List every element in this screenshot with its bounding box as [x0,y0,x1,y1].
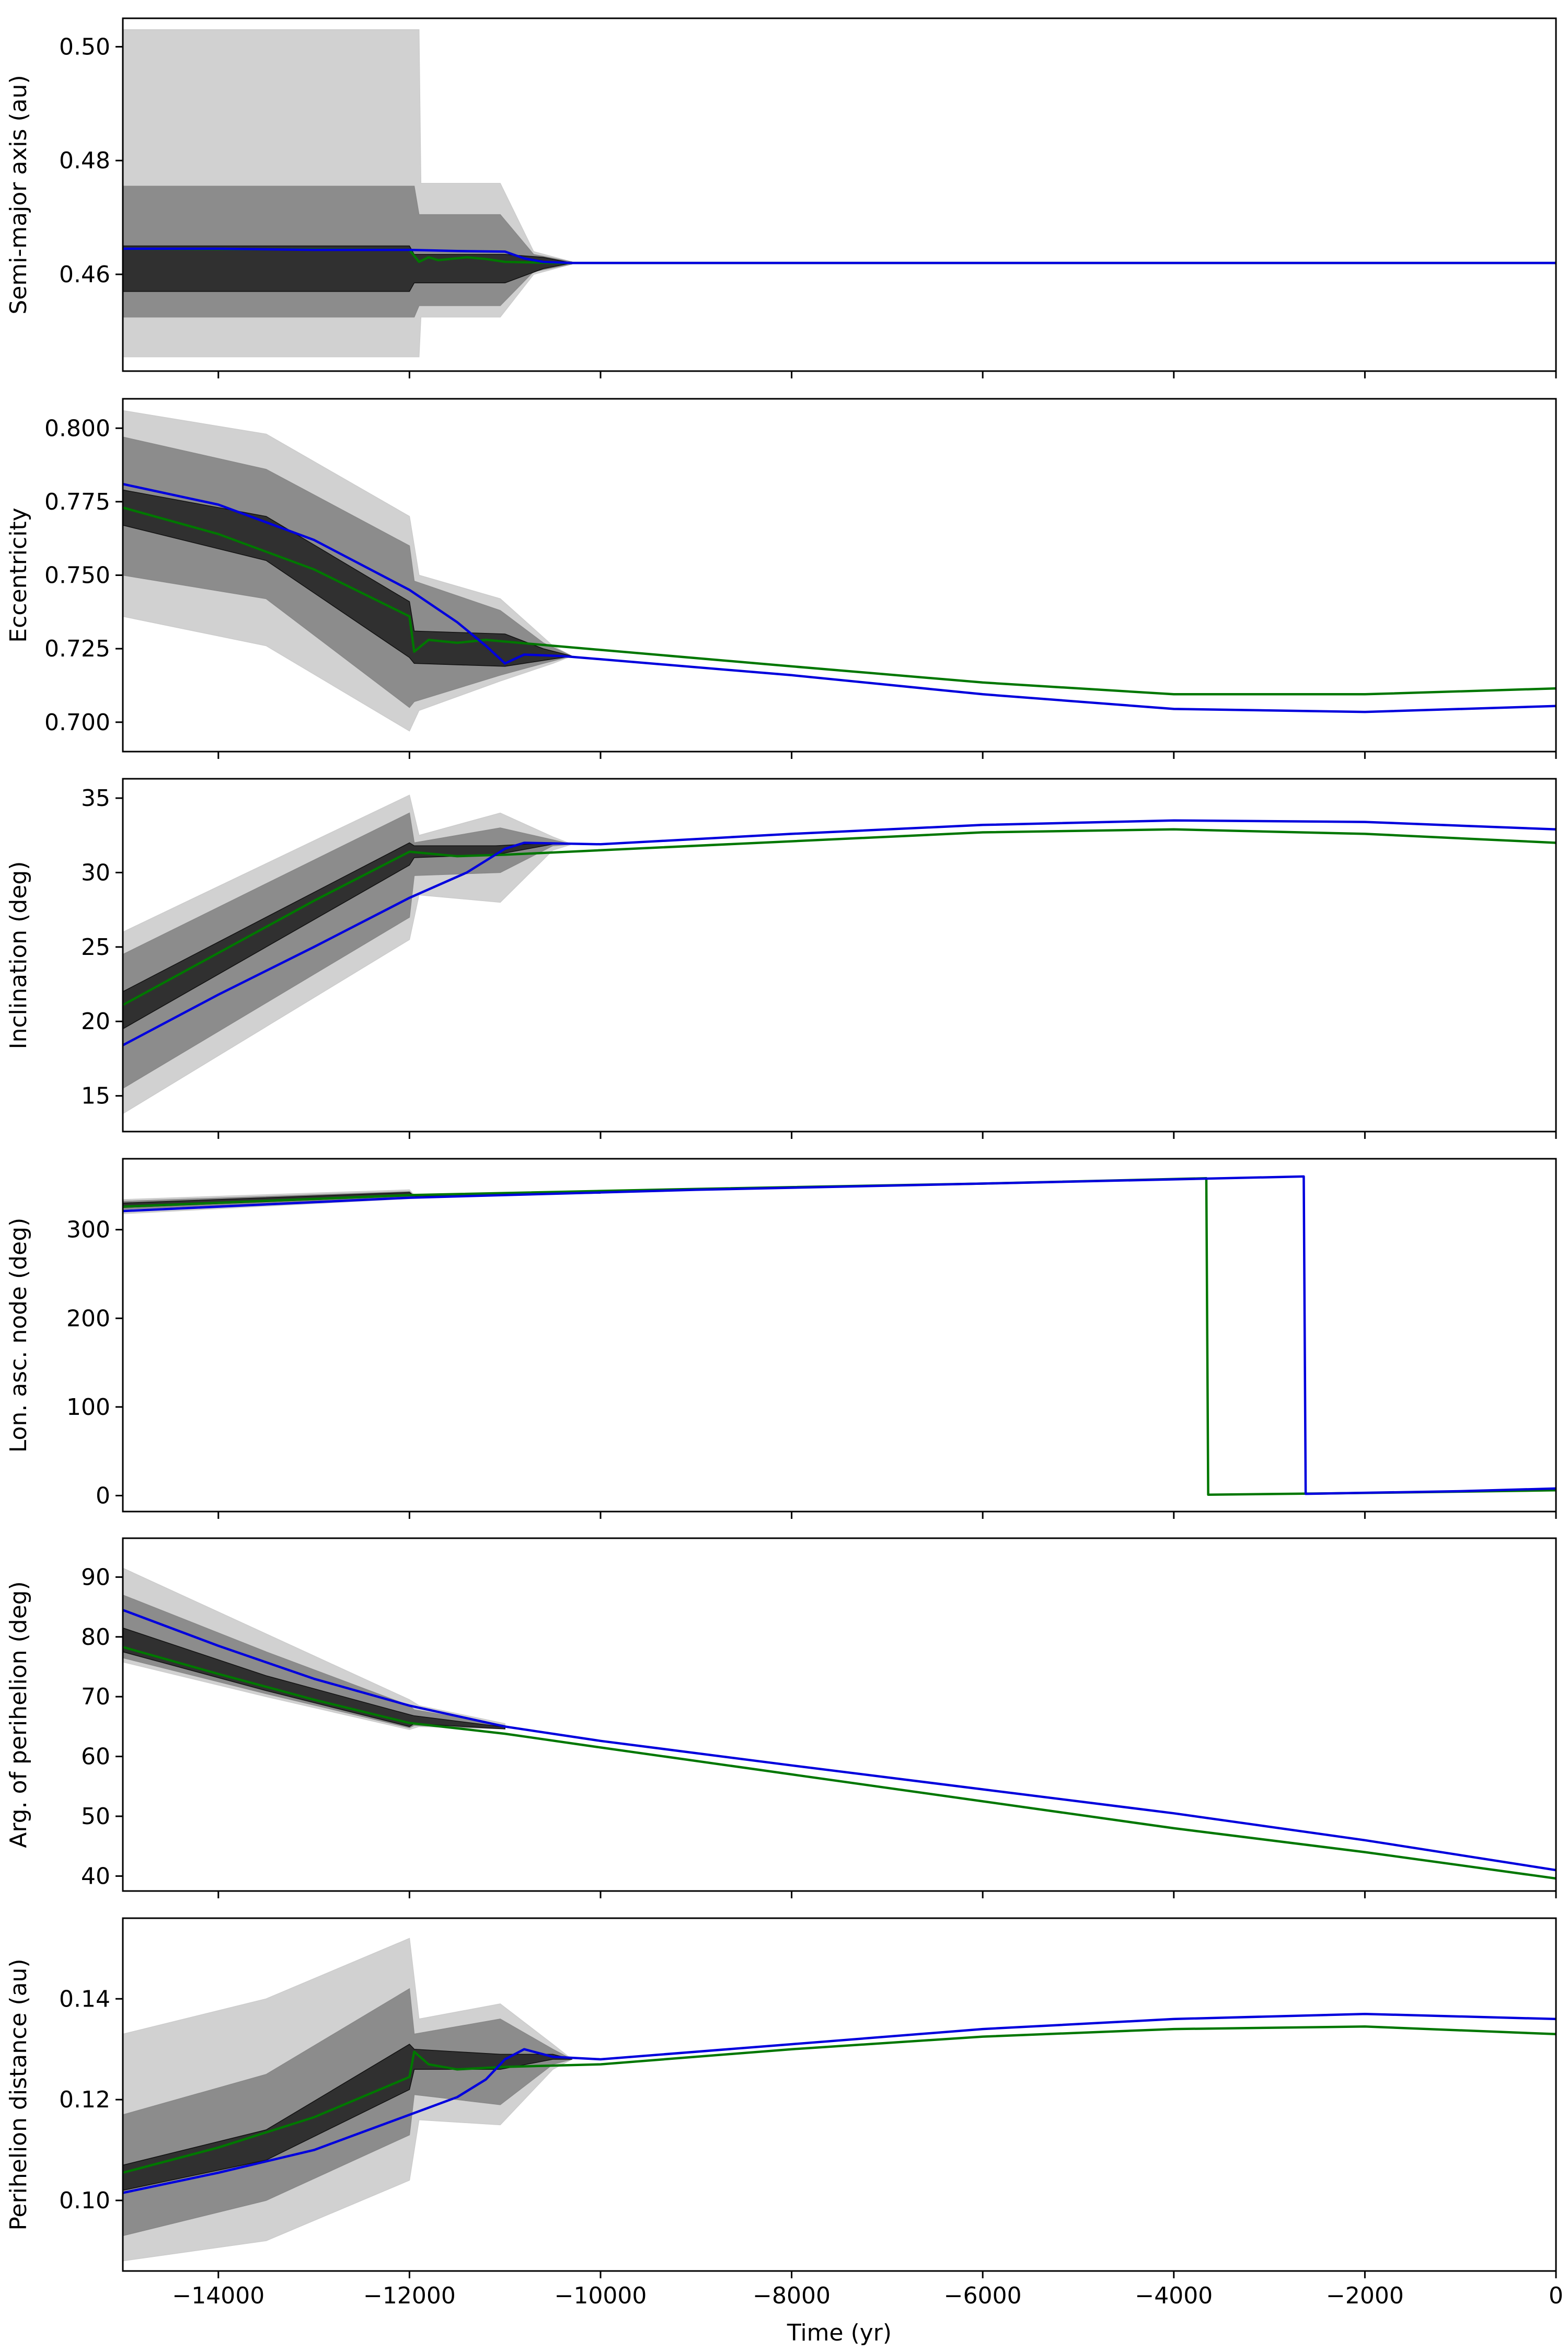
y-tick-label: 35 [81,785,110,812]
y-axis-label: Semi-major axis (au) [5,75,32,314]
axes-frame [122,1917,1557,2272]
series-line-green [123,2025,1556,2174]
y-tick-label: 0.775 [44,489,110,515]
x-tick-label: 0 [1549,2282,1563,2309]
series-line-green [123,247,1556,264]
y-tick-label: 60 [81,1744,110,1770]
panel-4: 0 100 200 300 Lon. asc. node (deg) [5,1158,1557,1519]
clone-band-gray [123,812,572,1089]
x-tick-label: −4000 [1135,2282,1213,2309]
clone-band-dark [123,1627,505,1730]
y-tick-label: 0.750 [44,562,110,589]
x-axis-label: Time (yr) [787,2320,892,2346]
x-tick-label: −8000 [753,2282,831,2309]
y-tick-label: 0.48 [59,147,110,174]
series-line-blue [123,819,1556,1046]
y-axis-label: Perihelion distance (au) [5,1958,32,2230]
axes-frame [122,778,1557,1133]
axes-frame [122,1537,1557,1892]
y-tick-label: 0.50 [59,33,110,60]
y-tick-label: 200 [66,1305,110,1332]
series-line-blue [123,247,1556,264]
y-tick-label: 0.800 [44,415,110,442]
y-tick-label: 50 [81,1803,110,1830]
y-tick-label: 0 [96,1482,110,1509]
axes-frame [122,17,1557,372]
series-line-green [123,1177,1556,1496]
clone-band-dark [123,489,572,667]
clone-band-dark [123,2044,572,2191]
y-tick-label: 100 [66,1394,110,1421]
y-tick-label: 70 [81,1684,110,1710]
y-tick-label: 40 [81,1863,110,1889]
plot-area [123,29,1556,358]
y-axis-label: Lon. asc. node (deg) [5,1218,32,1453]
x-tick-label: −12000 [363,2282,456,2309]
y-tick-label: 0.14 [59,1986,110,2012]
plot-area [123,1938,1556,2262]
series-line-green [123,1646,1556,1880]
x-tick-label: −10000 [555,2282,647,2309]
x-tick-label: −6000 [944,2282,1022,2309]
y-tick-label: 25 [81,934,110,961]
y-axis-label: Eccentricity [5,508,32,642]
y-tick-label: 0.725 [44,636,110,662]
y-tick-label: 0.46 [59,261,110,288]
panel-3: 15 20 25 30 35 Inclination (deg) [5,778,1557,1139]
y-tick-label: 0.12 [59,2086,110,2113]
y-tick-label: 300 [66,1217,110,1243]
panel-2: 0.700 0.725 0.750 0.775 0.800 Eccentricity [5,398,1557,759]
axes-frame [122,1158,1557,1513]
panel-5: 40 50 60 70 80 90 Arg. of perihelion (deg) [5,1537,1557,1898]
panel-6: 0.10 0.12 0.14 −14000 −12000 −10000 −8000 −6000… [5,1917,1563,2309]
x-tick-label: −14000 [172,2282,264,2309]
series-line-blue [123,2012,1556,2194]
plot-area [123,794,1556,1114]
series-line-blue [123,1609,1556,1872]
plot-area [123,1567,1556,1880]
y-axis-label: Inclination (deg) [5,861,32,1050]
plot-area [123,1175,1556,1496]
series-line-green [123,506,1556,696]
y-tick-label: 0.700 [44,709,110,736]
y-tick-label: 0.10 [59,2187,110,2214]
plot-area [123,410,1556,732]
y-tick-label: 30 [81,859,110,886]
y-tick-label: 20 [81,1008,110,1035]
y-tick-label: 15 [81,1083,110,1110]
series-line-blue [123,482,1556,713]
y-tick-label: 90 [81,1564,110,1590]
x-tick-label: −2000 [1326,2282,1404,2309]
series-line-green [123,828,1556,1006]
panel-1: 0.46 0.48 0.50 Semi-major axis (au) [5,17,1557,378]
y-axis-label: Arg. of perihelion (deg) [5,1581,32,1848]
series-line-blue [123,1175,1556,1495]
y-tick-label: 80 [81,1624,110,1651]
